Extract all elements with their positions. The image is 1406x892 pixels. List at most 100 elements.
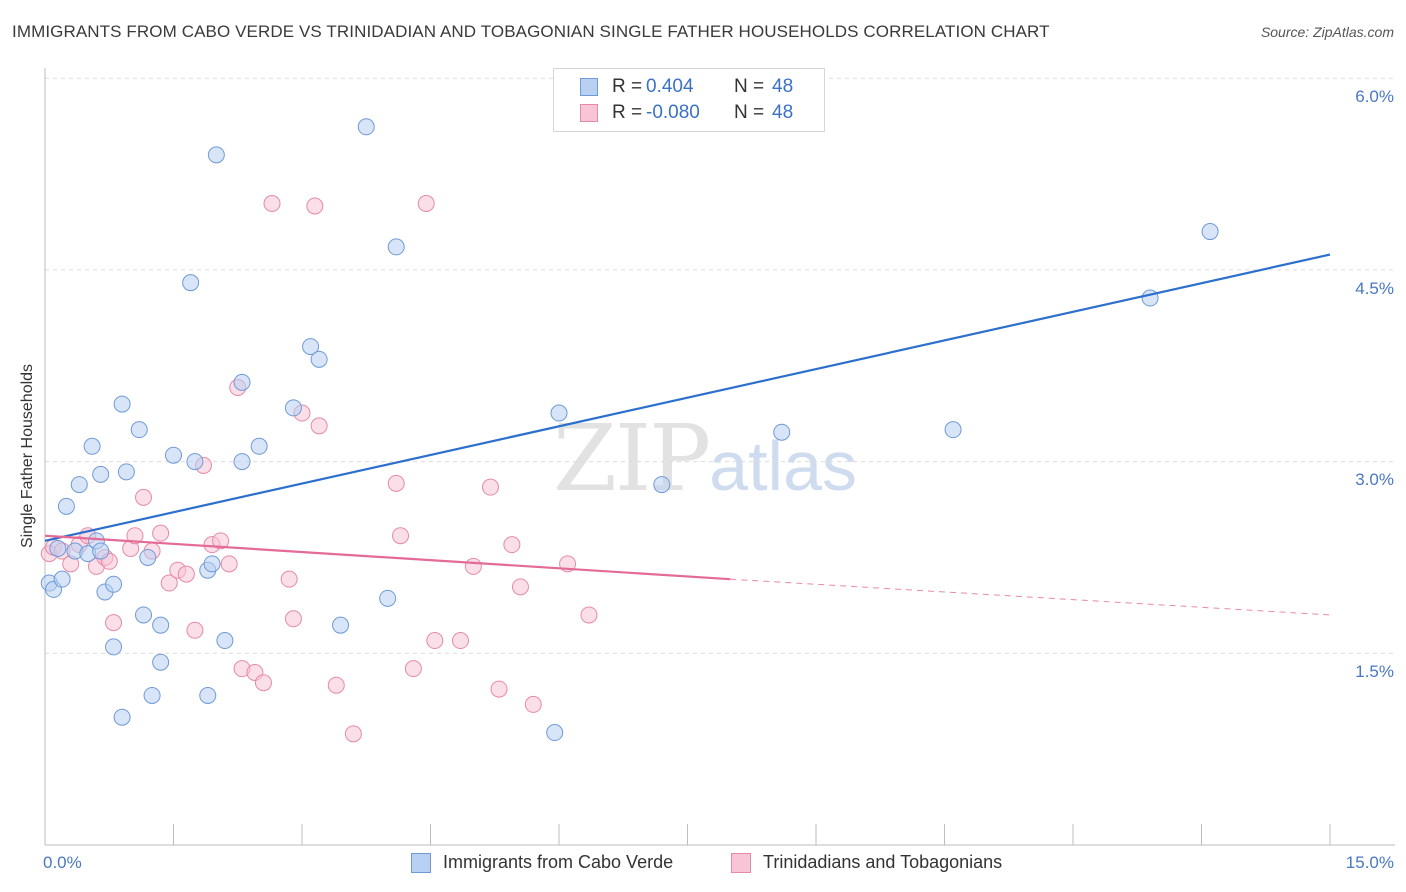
source-credit: Source: ZipAtlas.com	[1260, 24, 1394, 40]
watermark: ZIPatlas	[553, 405, 857, 512]
data-point	[392, 527, 410, 545]
data-point	[344, 725, 362, 743]
data-point	[379, 589, 397, 607]
data-point	[773, 423, 791, 441]
data-point	[113, 395, 131, 413]
trend-line-cabo-verde	[44, 253, 1331, 542]
data-point	[464, 557, 482, 575]
data-point	[49, 540, 67, 558]
data-point	[254, 674, 272, 692]
data-point	[263, 194, 281, 212]
data-point	[152, 653, 170, 671]
r-value: -0.080	[646, 102, 700, 123]
trend-line-trinidadians-extension	[730, 578, 1331, 616]
data-point	[280, 570, 298, 588]
data-point	[1201, 223, 1219, 241]
r-value: 0.404	[646, 76, 694, 97]
data-point	[387, 474, 405, 492]
y-tick-label: 6.0%	[1355, 87, 1394, 106]
data-point	[186, 453, 204, 471]
data-point	[451, 632, 469, 650]
data-point	[152, 524, 170, 542]
correlation-legend: R = 0.404 N = 48 R = -0.080 N = 48	[553, 68, 825, 132]
pink-swatch	[731, 852, 751, 873]
legend-row-cabo-verde: R = 0.404 N = 48	[580, 75, 793, 99]
blue-swatch	[580, 78, 598, 96]
data-point	[117, 463, 135, 481]
data-point	[113, 708, 131, 726]
data-point	[182, 274, 200, 292]
n-label: N =	[734, 102, 765, 123]
data-point	[220, 555, 238, 573]
data-point	[511, 578, 529, 596]
data-point	[233, 373, 251, 391]
data-point	[165, 446, 182, 464]
data-point	[186, 621, 204, 639]
bottom-legend-trinidadians: Trinidadians and Tobagonians	[731, 852, 1002, 873]
x-axis-max-label: 15.0%	[1345, 853, 1394, 872]
data-point	[203, 555, 221, 573]
data-point	[57, 497, 75, 515]
n-value: 48	[772, 102, 794, 123]
series-label: Immigrants from Cabo Verde	[443, 852, 674, 872]
blue-swatch	[411, 852, 431, 873]
data-point	[143, 686, 161, 704]
y-tick-label: 1.5%	[1355, 662, 1394, 681]
y-tick-label: 3.0%	[1355, 470, 1394, 489]
data-point	[233, 453, 251, 471]
data-point	[177, 565, 195, 583]
data-point	[284, 399, 302, 417]
trend-lines	[44, 253, 1331, 616]
data-point	[302, 338, 320, 356]
n-value: 48	[772, 76, 794, 97]
legend-row-trinidadians: R = -0.080 N = 48	[580, 101, 793, 125]
data-point	[216, 632, 234, 650]
data-point	[357, 118, 375, 136]
data-point	[524, 695, 542, 713]
pink-swatch	[580, 104, 598, 122]
data-point	[550, 404, 568, 422]
data-point	[70, 476, 88, 494]
chart-title: IMMIGRANTS FROM CABO VERDE VS TRINIDADIA…	[12, 22, 1050, 41]
data-point	[130, 421, 148, 439]
data-point	[332, 616, 350, 634]
data-point	[207, 146, 225, 164]
n-label: N =	[734, 76, 765, 97]
data-point	[53, 570, 71, 588]
data-point	[310, 350, 328, 368]
data-point	[105, 614, 123, 632]
data-point	[404, 660, 422, 678]
data-point	[426, 632, 444, 650]
gridlines	[45, 77, 1395, 654]
y-tick-label: 4.5%	[1355, 279, 1394, 298]
data-point	[212, 532, 230, 550]
y-axis-label: Single Father Households	[19, 363, 36, 549]
data-point	[92, 542, 110, 560]
data-point	[310, 417, 328, 435]
data-point	[944, 421, 962, 439]
data-point	[327, 676, 345, 694]
data-point	[105, 638, 123, 656]
data-point	[92, 465, 110, 483]
trend-line-trinidadians	[44, 534, 731, 581]
data-point	[139, 548, 157, 566]
data-point	[126, 527, 144, 545]
data-point	[387, 238, 405, 256]
bottom-legend-cabo-verde: Immigrants from Cabo Verde	[411, 852, 673, 873]
data-point	[306, 197, 324, 215]
data-point	[653, 476, 671, 494]
r-label: R =	[612, 76, 643, 97]
axes	[44, 68, 1395, 846]
data-point	[284, 610, 302, 628]
data-point	[490, 680, 508, 698]
data-point	[199, 686, 217, 704]
data-point	[160, 574, 178, 592]
data-point	[417, 194, 435, 212]
series-label: Trinidadians and Tobagonians	[763, 852, 1003, 872]
data-point	[135, 606, 153, 624]
r-label: R =	[612, 102, 643, 123]
data-point	[152, 616, 170, 634]
data-point	[135, 488, 153, 506]
data-point	[250, 437, 268, 455]
